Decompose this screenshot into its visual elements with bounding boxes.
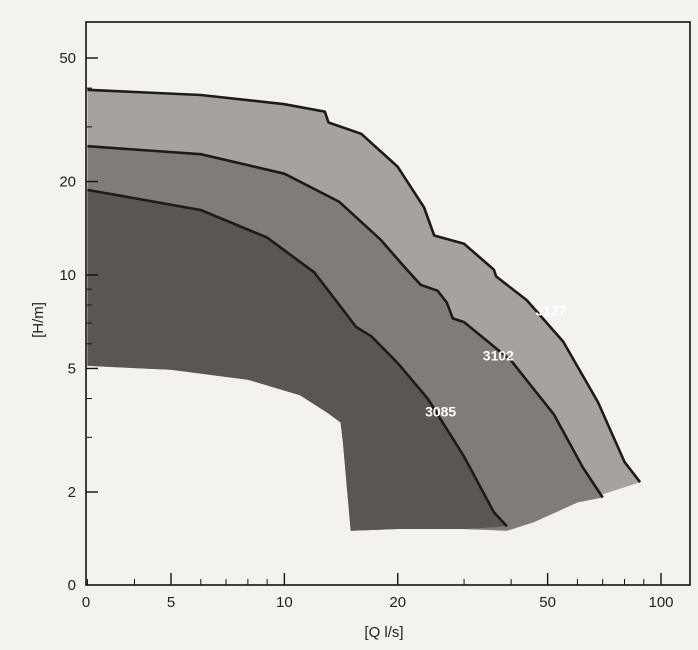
curve-3127	[87, 88, 642, 483]
y-tick-label-10: 10	[59, 267, 76, 284]
performance-regions	[87, 89, 641, 531]
series-label-3102: 3102	[483, 348, 514, 364]
y-axis: 0 2 5 10 20 50	[59, 50, 98, 594]
region-3085	[87, 189, 508, 531]
x-tick-label-50: 50	[539, 594, 556, 611]
series-labels: 3085 3102 3127	[425, 303, 567, 420]
x-tick-label-10: 10	[276, 594, 293, 611]
y-axis-title: [H/m]	[30, 302, 47, 338]
performance-curves	[87, 88, 642, 528]
plot-frame	[85, 21, 691, 586]
x-tick-label-20: 20	[389, 594, 406, 611]
series-label-3085: 3085	[425, 404, 456, 420]
curve-3102	[87, 144, 604, 499]
x-tick-label-100: 100	[648, 594, 673, 611]
x-tick-label-0: 0	[82, 594, 90, 611]
y-tick-label-5: 5	[68, 360, 76, 377]
x-tick-label-5: 5	[167, 594, 175, 611]
y-tick-label-20: 20	[59, 174, 76, 191]
x-axis: 0 5 10 20 50 100	[82, 573, 674, 611]
y-tick-label-2: 2	[68, 484, 76, 501]
plot-border	[85, 21, 691, 586]
y-tick-label-0: 0	[68, 577, 76, 594]
series-label-3127: 3127	[535, 303, 566, 319]
x-axis-title: [Q l/s]	[364, 624, 403, 641]
y-tick-label-50: 50	[59, 50, 76, 67]
curve-3085	[87, 188, 508, 528]
